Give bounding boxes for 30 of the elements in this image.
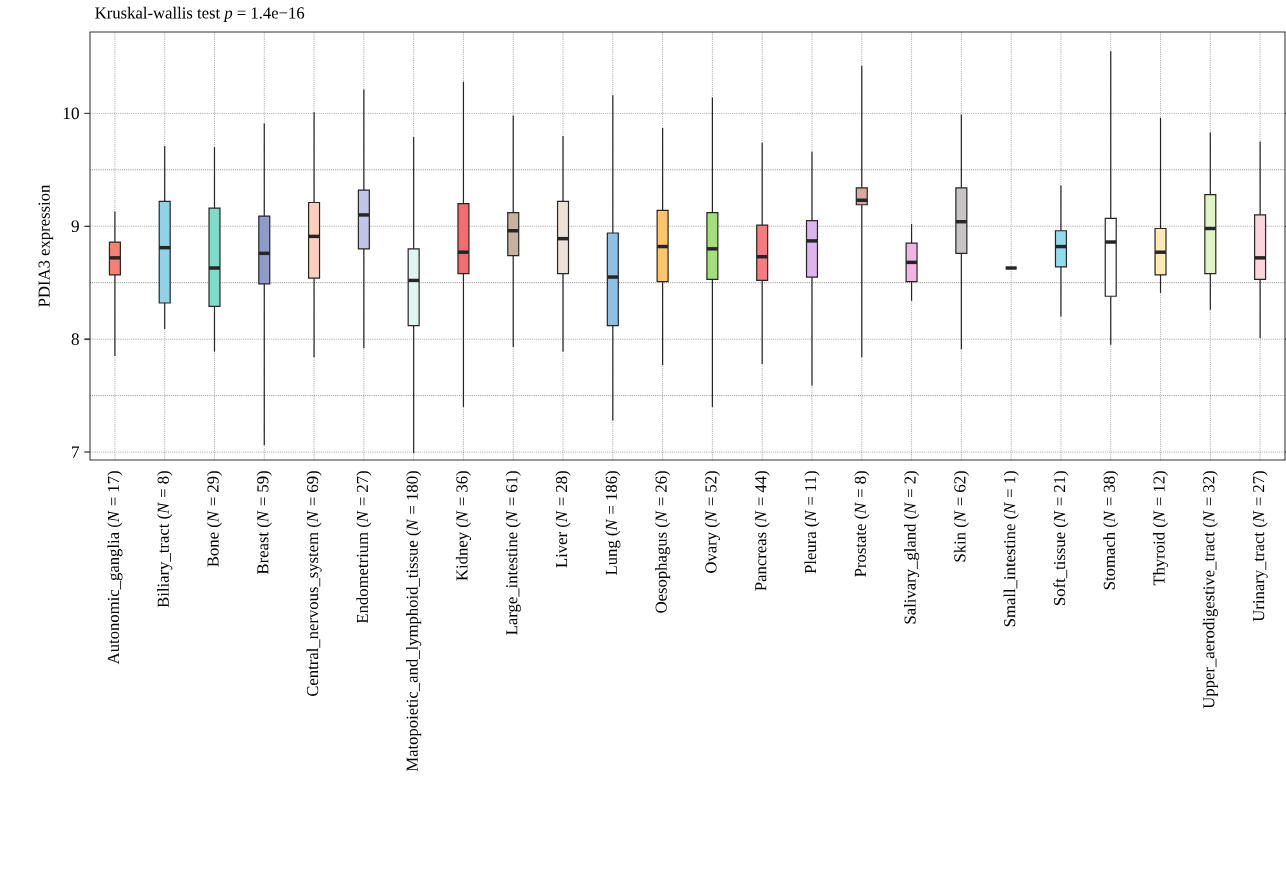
chart-title: Kruskal-wallis test p = 1.4e−16	[95, 6, 305, 22]
x-tick-label: Endometrium (N = 27)	[356, 471, 372, 624]
x-tick-label: Lung (N = 186)	[605, 471, 621, 575]
x-tick-label: Autonomic_ganglia (N = 17)	[107, 471, 123, 665]
x-tick-label: Oesophagus (N = 26)	[655, 471, 671, 613]
x-tick-label: Upper_aerodigestive_tract (N = 32)	[1202, 471, 1218, 709]
x-tick-label: Central_nervous_system (N = 69)	[306, 471, 322, 697]
x-tick-label: Kidney (N = 36)	[455, 471, 472, 581]
y-tick-label: 9	[71, 220, 79, 233]
x-tick-label: Pleura (N = 11)	[804, 471, 820, 574]
x-tick-label: Stomach (N = 38)	[1103, 471, 1119, 590]
y-tick-label: 7	[72, 446, 80, 458]
y-axis-title: PDIA3 expression	[38, 184, 54, 307]
y-tick-label: 10	[63, 107, 79, 120]
x-tick-label: Liver (N = 28)	[555, 471, 571, 568]
x-tick-label: Bone (N = 29)	[206, 471, 223, 567]
x-tick-label: Pancreas (N = 44)	[754, 471, 770, 591]
x-tick-label: Breast (N = 59)	[256, 471, 272, 575]
x-tick-label: Soft_tissue (N = 21)	[1053, 471, 1069, 605]
y-tick-label: 8	[71, 333, 79, 345]
x-tick-label: Skin (N = 62)	[953, 471, 969, 562]
x-tick-label: Thyroid (N = 12)	[1152, 471, 1169, 586]
x-tick-label: Biliary_tract (N = 8)	[157, 471, 173, 608]
x-tick-label: Small_intestine (N = 1)	[1003, 471, 1019, 627]
x-tick-label: Prostate (N = 8)	[854, 471, 870, 577]
x-tick-label: Matopoietic_and_lymphoid_tissue (N = 180)	[406, 471, 422, 772]
x-tick-label: Urinary_tract (N = 27)	[1252, 471, 1268, 622]
x-tick-label: Ovary (N = 52)	[704, 471, 720, 573]
x-tick-label: Large_intestine (N = 61)	[505, 471, 521, 635]
x-tick-label: Salivary_gland (N = 2)	[903, 471, 920, 624]
